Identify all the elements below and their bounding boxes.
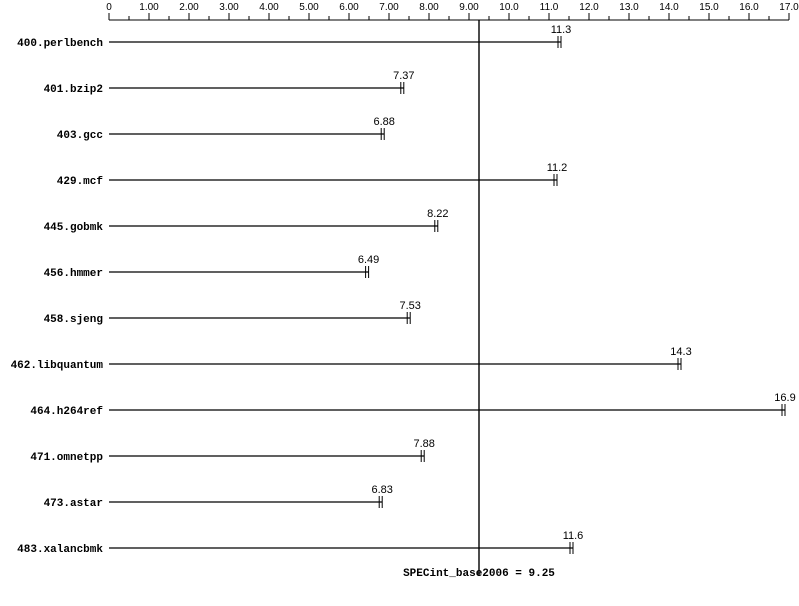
benchmark-value: 8.22 [427,208,448,220]
x-tick-label: 16.0 [739,2,759,13]
benchmark-label: 471.omnetpp [30,452,103,464]
benchmark-label: 429.mcf [57,176,104,188]
x-tick-label: 1.00 [139,2,159,13]
benchmark-value: 6.49 [358,254,379,266]
benchmark-value: 6.83 [371,484,392,496]
benchmark-value: 11.6 [563,530,584,542]
x-tick-label: 7.00 [379,2,399,13]
x-tick-label: 14.0 [659,2,679,13]
x-tick-label: 12.0 [579,2,599,13]
benchmark-label: 403.gcc [57,130,103,142]
x-tick-label: 11.0 [540,2,559,13]
x-tick-label: 8.00 [419,2,439,13]
x-tick-label: 17.0 [779,2,799,13]
benchmark-label: 464.h264ref [30,406,103,418]
x-tick-label: 6.00 [339,2,359,13]
benchmark-value: 16.9 [774,392,795,404]
benchmark-label: 400.perlbench [17,38,103,50]
x-tick-label: 3.00 [219,2,239,13]
x-tick-label: 9.00 [459,2,479,13]
benchmark-value: 7.53 [399,300,420,312]
reference-label: SPECint_base2006 = 9.25 [403,568,555,580]
x-tick-label: 10.0 [499,2,519,13]
x-tick-label: 4.00 [259,2,279,13]
benchmark-label: 456.hmmer [44,268,103,280]
x-tick-label: 15.0 [699,2,719,13]
benchmark-value: 6.88 [373,116,394,128]
benchmark-value: 14.3 [670,346,691,358]
benchmark-label: 473.astar [44,498,103,510]
benchmark-label: 483.xalancbmk [17,544,103,556]
benchmark-label: 445.gobmk [44,222,104,234]
x-tick-label: 2.00 [179,2,199,13]
benchmark-label: 458.sjeng [44,314,103,326]
spec-benchmark-chart: 0 1.00 2.00 3.00 4.00 5.00 6.00 7.00 8.00 9.00 10.… [0,0,799,606]
benchmark-value: 11.2 [547,162,568,174]
benchmark-value: 7.88 [413,438,434,450]
chart-svg: 0 1.00 2.00 3.00 4.00 5.00 6.00 7.00 8.00 9.00 10.… [0,0,799,606]
benchmark-value: 11.3 [551,24,572,36]
x-tick-label: 0 [106,2,112,13]
x-tick-label: 5.00 [299,2,319,13]
benchmark-value: 7.37 [393,70,414,82]
x-tick-label: 13.0 [619,2,639,13]
benchmark-label: 462.libquantum [11,360,104,372]
benchmark-label: 401.bzip2 [44,84,103,96]
